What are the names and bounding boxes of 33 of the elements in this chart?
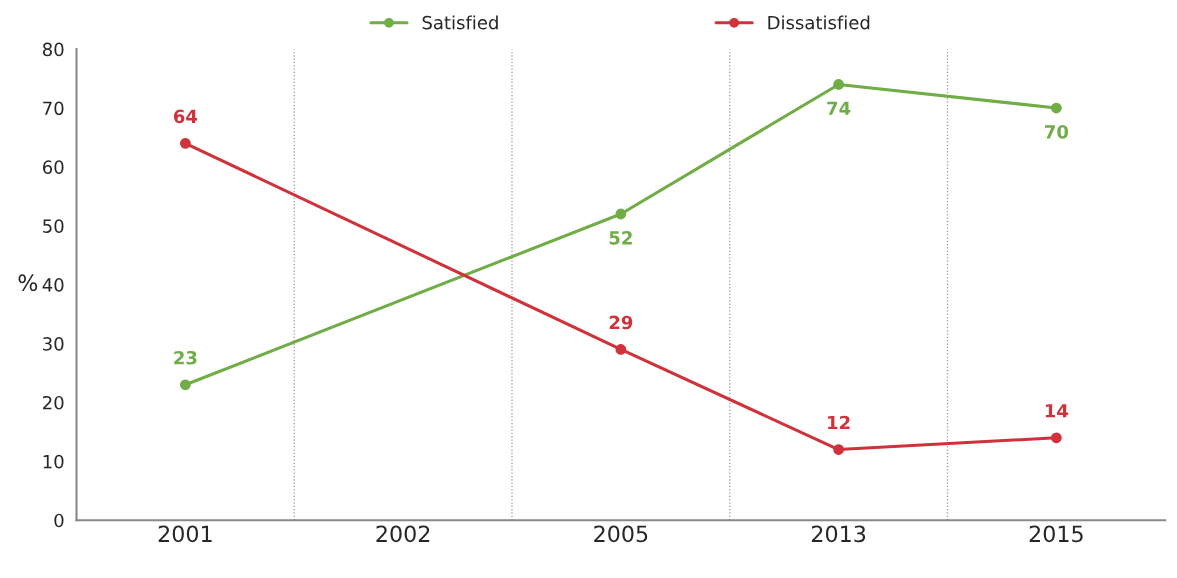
y-tick-label: 0 [54,513,64,528]
y-tick-label: 10 [43,454,64,469]
y-tick-label: 20 [43,395,64,410]
y-axis-title: % [18,274,38,292]
point [1050,432,1062,444]
data-label: 52 [609,230,632,245]
x-tick-label: 2005 [594,525,648,543]
point [1050,102,1062,114]
data-label: 64 [173,109,198,124]
point [615,208,627,220]
data-label: 74 [827,101,851,115]
y-tick-label: 40 [42,278,64,292]
legend-label: Dissatisfied [768,15,870,30]
legend-label: Satisfied [422,15,498,30]
y-tick-label: 80 [42,42,64,57]
point [615,344,627,355]
point [180,379,191,391]
data-label: 70 [1045,125,1069,139]
y-tick-label: 50 [43,219,64,233]
data-label: 23 [174,350,197,365]
y-tick-label: 60 [42,160,64,175]
data-label: 29 [609,315,633,330]
data-label: 14 [1045,404,1069,418]
x-tick-label: 2015 [1029,525,1083,543]
point [833,79,844,90]
y-tick-label: 70 [43,101,64,116]
x-tick-label: 2002 [376,525,430,543]
data-label: 12 [828,415,850,430]
y-tick-label: 30 [43,337,64,351]
point [833,444,844,455]
x-tick-label: 2001 [158,525,212,543]
point [180,137,191,149]
x-tick-label: 2013 [811,525,866,543]
